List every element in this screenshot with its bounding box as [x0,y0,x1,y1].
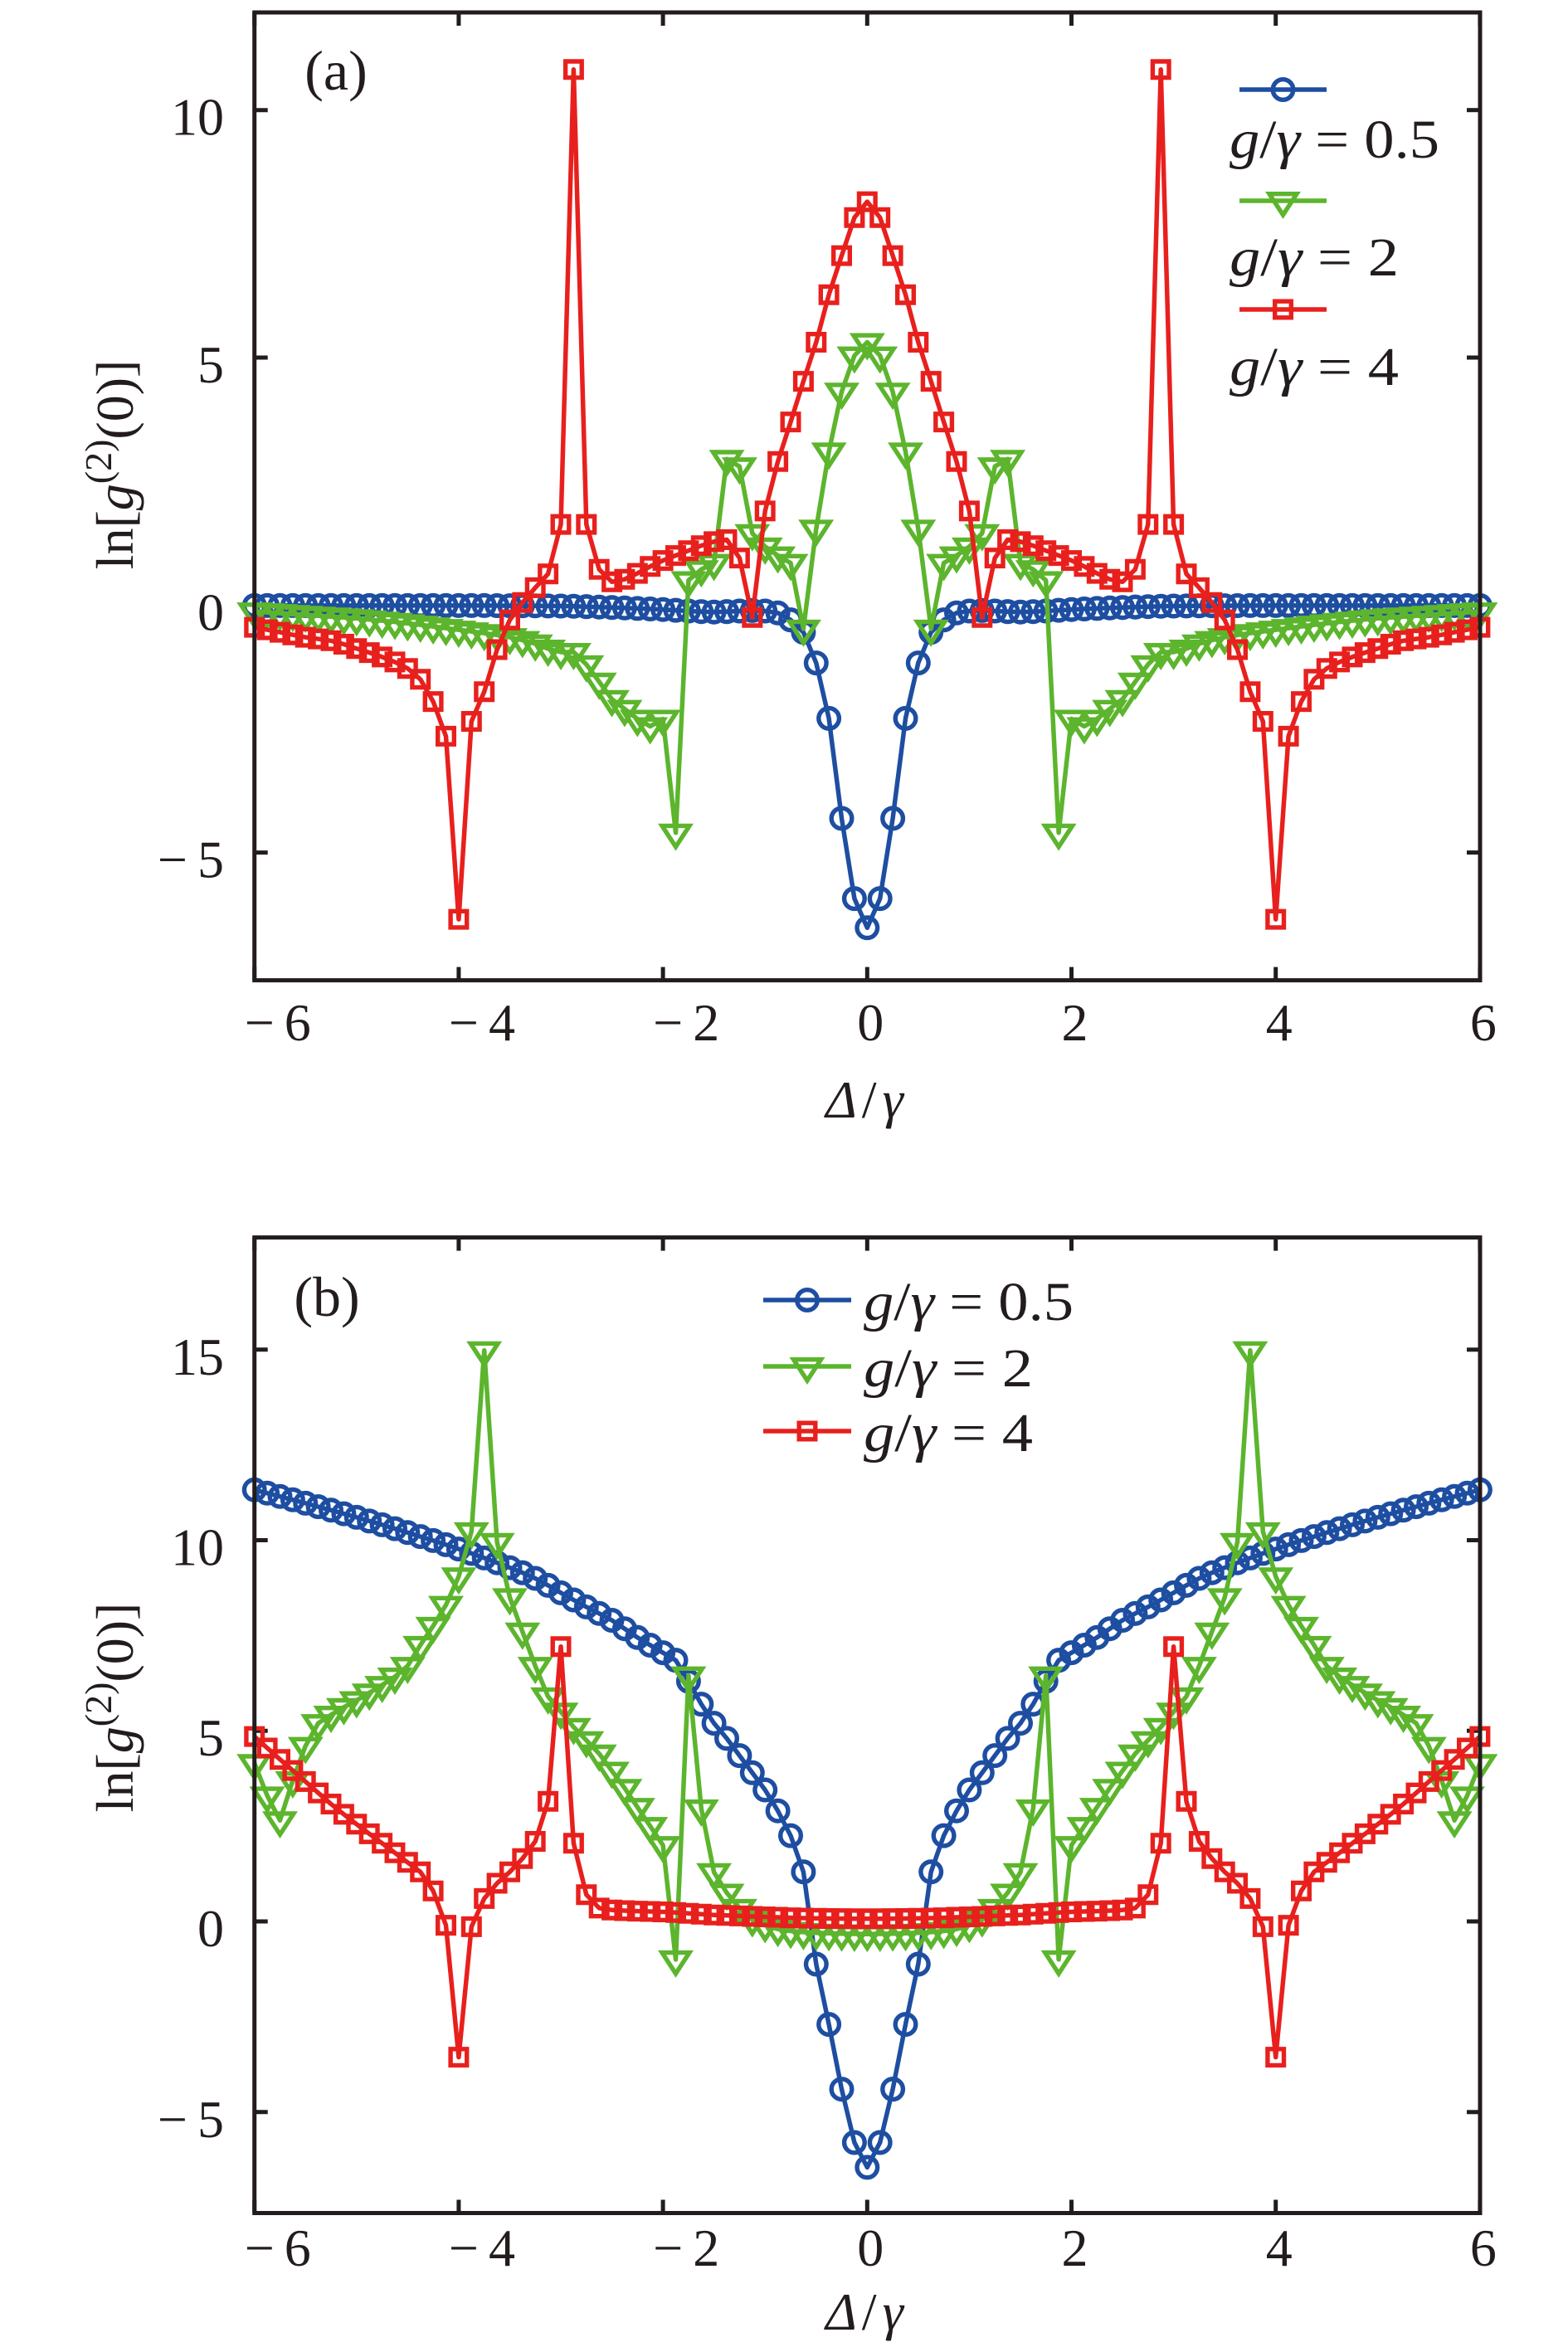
svg-text:0: 0 [197,1899,224,1958]
svg-text:10: 10 [171,1518,224,1577]
svg-text:g/γ = 2: g/γ = 2 [864,1338,1033,1399]
svg-text:4: 4 [1266,993,1293,1052]
svg-text:2: 2 [1062,993,1088,1052]
svg-text:15: 15 [171,1327,224,1386]
svg-text:ln[g(2)(0)]: ln[g(2)(0)] [77,1603,144,1813]
svg-text:g/γ = 4: g/γ = 4 [864,1403,1033,1463]
svg-text:(a): (a) [304,39,367,102]
svg-text:(b): (b) [294,1265,359,1328]
svg-text:6: 6 [1470,993,1497,1052]
svg-text:10: 10 [171,88,224,147]
svg-text:Δ/γ: Δ/γ [823,2282,904,2341]
svg-text:5: 5 [197,335,224,394]
svg-text:g/γ = 0.5: g/γ = 0.5 [1230,110,1439,170]
svg-text:6: 6 [1470,2218,1497,2277]
svg-text:0: 0 [197,582,224,641]
svg-text:g/γ = 2: g/γ = 2 [1230,227,1399,288]
svg-text:Δ/γ: Δ/γ [823,1070,904,1129]
svg-text:2: 2 [1062,2218,1088,2277]
svg-text:g/γ = 4: g/γ = 4 [1230,337,1399,397]
svg-text:0: 0 [857,2218,884,2277]
svg-text:0: 0 [857,993,884,1052]
svg-text:g/γ = 0.5: g/γ = 0.5 [864,1272,1074,1332]
svg-text:4: 4 [1266,2218,1293,2277]
svg-text:5: 5 [197,1708,224,1767]
